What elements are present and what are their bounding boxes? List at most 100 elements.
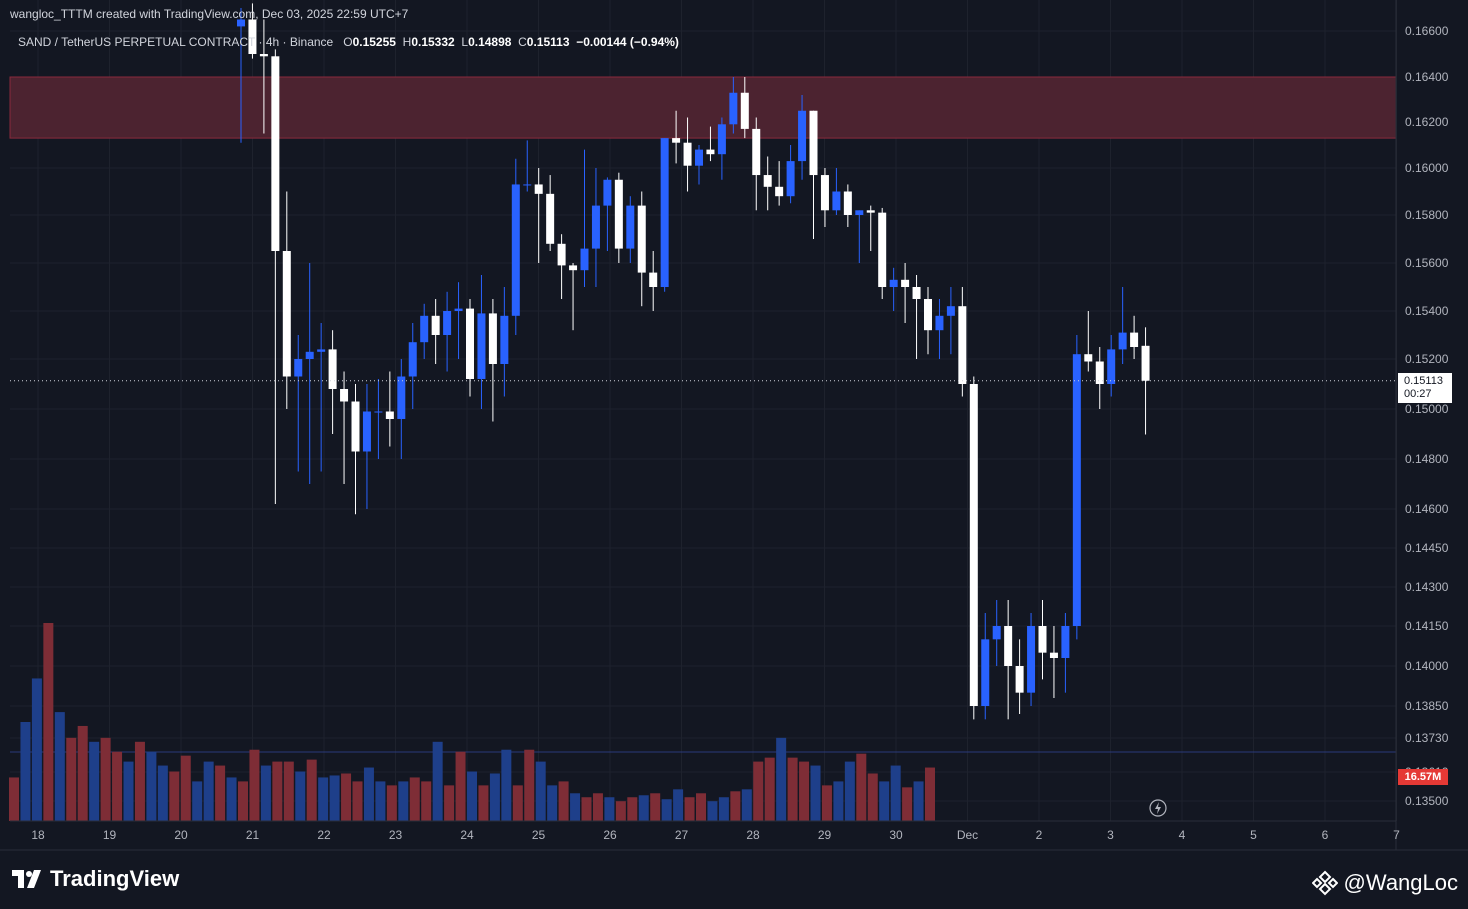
candle-body	[420, 315, 429, 343]
candle-body	[362, 411, 371, 452]
volume-bar	[913, 781, 924, 821]
volume-bar	[650, 793, 661, 821]
time-tick-label: 27	[675, 828, 689, 842]
volume-bar	[535, 761, 546, 821]
volume-bar	[741, 789, 752, 821]
time-tick-label: 20	[174, 828, 188, 842]
price-tick-label: 0.15200	[1405, 352, 1449, 366]
candle-body	[626, 205, 635, 249]
volume-bar	[169, 771, 180, 821]
volume-bar	[9, 777, 19, 821]
candle-body	[775, 186, 784, 197]
candle-body	[477, 313, 486, 379]
volume-bar	[112, 751, 123, 821]
volume-bar	[306, 759, 317, 821]
volume-bar	[730, 791, 741, 821]
time-tick-label: 24	[460, 828, 474, 842]
candle-body	[1118, 332, 1127, 350]
candle-body	[752, 128, 761, 176]
volume-bar	[249, 749, 260, 821]
volume-bar	[833, 781, 844, 821]
resistance-zone	[9, 76, 1397, 139]
candle-body	[946, 306, 955, 316]
time-tick-label: 28	[746, 828, 760, 842]
brand-name: TradingView	[50, 866, 180, 891]
volume-bar	[31, 678, 42, 821]
candle-body	[786, 161, 795, 197]
time-tick-label: Dec	[957, 828, 978, 842]
price-tick-label: 0.13850	[1405, 699, 1449, 713]
volume-bar	[226, 777, 237, 821]
volume-bar	[524, 749, 535, 821]
time-tick-label: 22	[317, 828, 331, 842]
time-tick-label: 4	[1179, 828, 1186, 842]
close-value: 0.15113	[526, 35, 570, 49]
price-tick-label: 0.13500	[1405, 794, 1449, 808]
candle-body	[958, 306, 967, 384]
volume-bar	[879, 781, 890, 821]
candle-body	[935, 315, 944, 331]
binance-icon	[1311, 870, 1338, 896]
tradingview-logo[interactable]: TradingView	[12, 866, 179, 892]
candle-body	[717, 124, 726, 155]
candle-body	[282, 251, 291, 377]
symbol-name[interactable]: SAND / TetherUS PERPETUAL CONTRACT · 4h …	[18, 35, 334, 49]
candle-body	[259, 54, 268, 57]
volume-bar	[925, 767, 935, 821]
volume-bar	[856, 753, 867, 821]
volume-bar	[398, 781, 409, 821]
candle-body	[695, 149, 703, 166]
candle-body	[1061, 626, 1070, 658]
volume-bar	[489, 773, 500, 821]
volume-bar	[66, 737, 77, 821]
lightning-icon[interactable]	[1149, 799, 1167, 817]
volume-bar	[54, 712, 65, 821]
volume-bar	[146, 751, 157, 821]
candle-body	[500, 315, 509, 364]
candle-body	[534, 184, 543, 194]
candle-body	[820, 175, 829, 211]
volume-bar	[810, 765, 821, 821]
time-axis[interactable]: 18 19 20 21 22 23 24 25 26 27 28 29 30 Dec 2 3 4 5 6 7	[31, 828, 1400, 842]
candle-body	[660, 138, 669, 287]
price-tick-label: 0.14600	[1405, 502, 1449, 516]
candle-body	[1072, 354, 1081, 626]
price-axis[interactable]: 0.16600 0.16400 0.16200 0.16000 0.15800 0.156…	[1405, 24, 1449, 808]
candle-body	[1084, 354, 1093, 362]
candle-body	[912, 287, 921, 299]
price-tick-label: 0.14150	[1405, 619, 1449, 633]
volume-bar	[844, 761, 855, 821]
time-tick-label: 18	[31, 828, 45, 842]
volume-bar	[673, 789, 684, 821]
volume-bar	[421, 781, 432, 821]
volume-bar	[615, 801, 626, 821]
time-tick-label: 7	[1393, 828, 1400, 842]
candle-body	[969, 384, 978, 706]
candle-body	[466, 308, 474, 379]
candle-body	[408, 342, 417, 377]
volume-bar	[318, 777, 329, 821]
volume-bar	[661, 799, 672, 821]
time-tick-label: 25	[532, 828, 546, 842]
candle-body	[397, 376, 406, 419]
volume-bar	[638, 795, 649, 821]
price-tick-label: 0.15000	[1405, 402, 1449, 416]
volume-bar	[821, 785, 832, 821]
candle-body	[454, 308, 463, 311]
low-label: L	[461, 35, 469, 49]
price-tick-label: 0.15600	[1405, 256, 1449, 270]
price-tick-label: 0.16000	[1405, 161, 1449, 175]
candle-body	[1049, 652, 1058, 658]
symbol-legend: SAND / TetherUS PERPETUAL CONTRACT · 4h …	[18, 35, 679, 49]
volume-bar	[77, 725, 88, 821]
candle-body	[832, 191, 841, 211]
candle-body	[637, 205, 646, 273]
author-watermark: @WangLoc	[1311, 870, 1458, 896]
candle-body	[271, 56, 280, 251]
close-label: C	[518, 35, 527, 49]
time-tick-label: 5	[1250, 828, 1257, 842]
candle-body	[614, 179, 623, 249]
candle-body	[580, 248, 589, 271]
volume-bar	[375, 781, 386, 821]
